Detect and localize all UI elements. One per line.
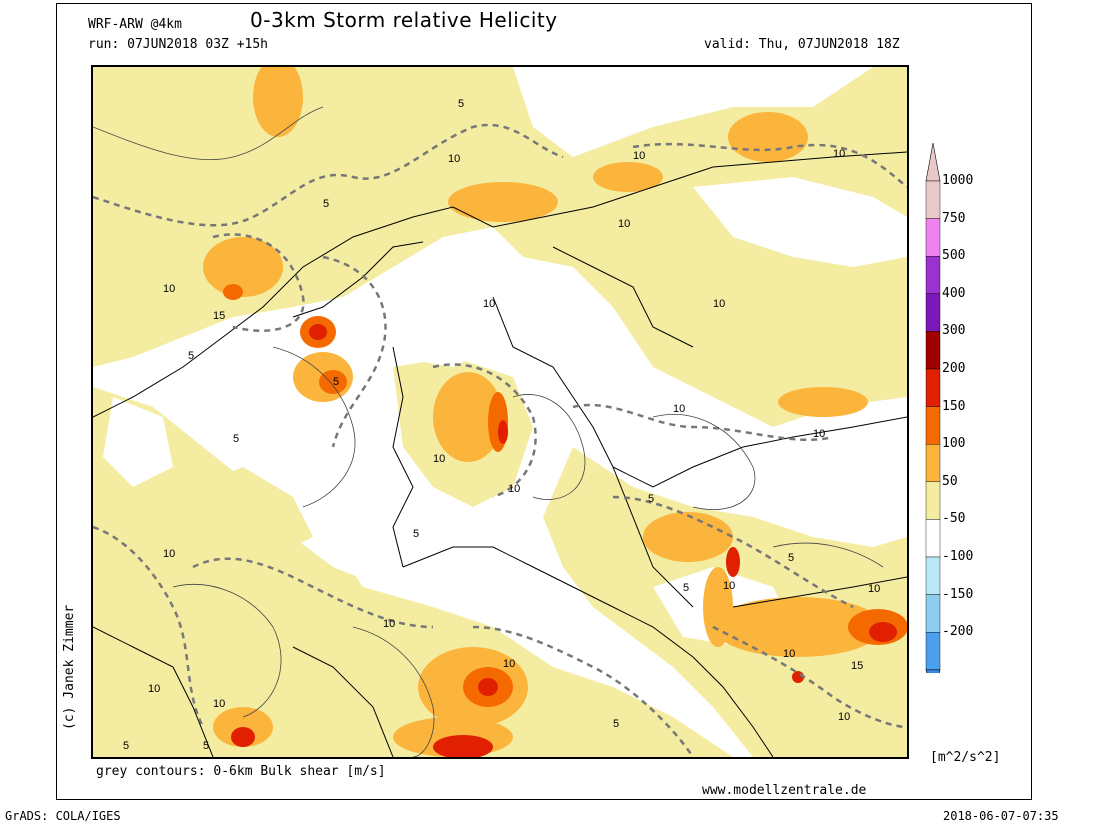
colorbar — [925, 143, 941, 673]
contour-caption: grey contours: 0-6km Bulk shear [m/s] — [96, 764, 386, 779]
colorbar-swatch — [925, 368, 941, 407]
colorbar-units: [m^2/s^2] — [930, 750, 1001, 765]
colorbar-swatch — [925, 594, 941, 633]
colorbar-label: -200 — [942, 624, 974, 640]
colorbar-label: 500 — [942, 248, 966, 264]
contour-label: 5 — [188, 350, 194, 362]
software-label: GrADS: COLA/IGES — [5, 809, 121, 823]
contour-label: 5 — [648, 493, 654, 505]
colorbar-swatch — [925, 218, 941, 257]
contour-label: 15 — [213, 310, 225, 322]
contour-labels: 5 10 5 10 15 5 5 10 10 10 10 10 10 10 5 … — [123, 98, 880, 752]
timestamp-label: 2018-06-07-07:35 — [943, 809, 1059, 823]
contour-label: 10 — [868, 583, 880, 595]
contour-label: 10 — [633, 150, 645, 162]
contour-label: 10 — [448, 153, 460, 165]
contour-label: 5 — [683, 582, 689, 594]
map-canvas: 5 10 5 10 15 5 5 10 10 10 10 10 10 10 5 … — [93, 67, 907, 757]
contour-label: 5 — [788, 552, 794, 564]
colorbar-swatch — [925, 331, 941, 370]
website-label: www.modellzentrale.de — [702, 783, 867, 798]
colorbar-label: 200 — [942, 361, 966, 376]
contour-label: 10 — [163, 548, 175, 560]
shear-contours-thin — [93, 106, 884, 757]
contour-label: 10 — [503, 658, 515, 670]
colorbar-bottom-cap — [925, 669, 941, 673]
colorbar-swatch — [925, 481, 941, 520]
colorbar-label: 100 — [942, 436, 966, 452]
contour-label: 5 — [203, 740, 209, 752]
colorbar-swatch — [925, 255, 941, 294]
contour-label: 5 — [413, 528, 419, 540]
colorbar-swatch — [925, 180, 941, 219]
contour-label: 10 — [148, 683, 160, 695]
contour-label: 5 — [458, 98, 464, 110]
contour-label: 10 — [673, 403, 685, 415]
contour-label: 10 — [483, 298, 495, 310]
helicity-map: 5 10 5 10 15 5 5 10 10 10 10 10 10 10 5 … — [91, 65, 909, 759]
colorbar-label: 150 — [942, 398, 966, 414]
colorbar-label: 300 — [942, 323, 966, 339]
chart-title: 0-3km Storm relative Helicity — [250, 8, 558, 32]
colorbar-label: 400 — [942, 285, 966, 301]
run-label: run: 07JUN2018 03Z +15h — [88, 37, 269, 52]
colorbar-label: 750 — [942, 210, 966, 226]
contour-label: 10 — [213, 698, 225, 710]
colorbar-swatch — [925, 444, 941, 483]
colorbar-swatch — [925, 556, 941, 595]
colorbar-label: 1000 — [942, 173, 974, 188]
contour-label: 10 — [833, 148, 845, 160]
colorbar-swatch — [925, 293, 941, 332]
contour-label: 5 — [323, 198, 329, 210]
contour-label: 5 — [333, 376, 339, 388]
contour-label: 10 — [838, 711, 850, 723]
contour-label: 10 — [433, 453, 445, 465]
valid-time-label: valid: Thu, 07JUN2018 18Z — [704, 37, 900, 52]
contour-label: 10 — [618, 218, 630, 230]
contour-label: 10 — [163, 283, 175, 295]
author-credit: (c) Janek Zimmer — [62, 604, 77, 730]
contour-label: 10 — [783, 648, 795, 660]
colorbar-label: -100 — [942, 549, 974, 564]
contour-label: 5 — [123, 740, 129, 752]
contour-label: 10 — [813, 428, 825, 440]
borders — [93, 151, 907, 757]
colorbar-swatch — [925, 519, 941, 558]
contour-label: 10 — [713, 298, 725, 310]
contour-label: 15 — [851, 660, 863, 672]
contour-label: 10 — [508, 483, 520, 495]
shear-contours — [93, 123, 907, 757]
colorbar-label: 50 — [942, 473, 958, 489]
contour-label: 5 — [233, 433, 239, 445]
plot-frame — [56, 3, 1032, 800]
contour-label: 10 — [723, 580, 735, 592]
colorbar-label: -150 — [942, 586, 974, 602]
colorbar-swatch — [925, 406, 941, 445]
contour-label: 10 — [383, 618, 395, 630]
colorbar-swatch — [925, 632, 941, 671]
model-label: WRF-ARW @4km — [88, 17, 182, 32]
contour-label: 5 — [613, 718, 619, 730]
colorbar-label: -50 — [942, 511, 966, 527]
colorbar-top-cap — [925, 143, 941, 182]
